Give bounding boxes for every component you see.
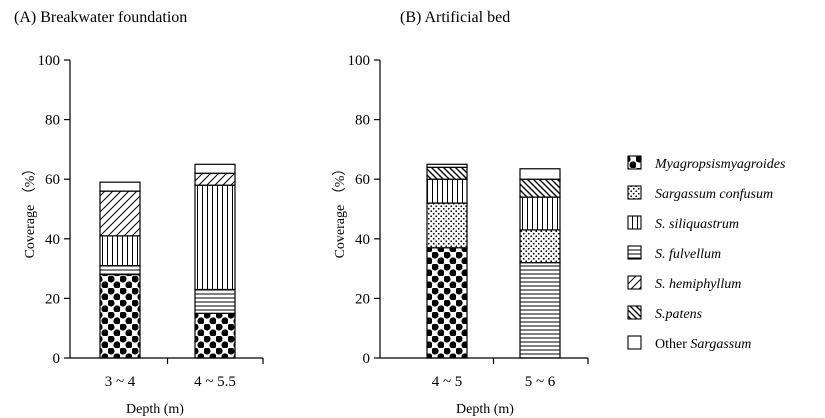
legend-label-s-fulvellum: S. fulvellum (655, 247, 721, 262)
panel-b-ytick-100: 100 (348, 53, 371, 69)
panel-b-axes: 0 20 40 60 80 100 4 ~ 5 5 ~ 6 (348, 53, 589, 390)
panel-a-bar-1-myagropsismyagroides (99, 273, 141, 359)
panel-a-bars (99, 163, 236, 359)
panel-b-ytick-0: 0 (363, 351, 371, 367)
legend: Myagropsismyagroides Sargassum confusum S.… (627, 155, 786, 352)
panel-b-title: (B) Artificial bed (400, 9, 510, 26)
legend-label-s-siliquastrum: S. siliquastrum (655, 217, 739, 232)
panel-b-xtick-2: 5 ~ 6 (525, 374, 556, 390)
panel-a-bar-2-myagropsismyagroides (194, 312, 236, 359)
panel-b-bar-2-s-siliquastrum (519, 196, 561, 231)
panel-b-ytick-80: 80 (355, 113, 370, 129)
panel-a-ytick-40: 40 (45, 232, 60, 248)
panel-a-bar-1-s-hemiphyllum (99, 190, 141, 237)
panel-breakwater: (A) Breakwater foundation Coverage （%） D… (14, 9, 264, 417)
panel-a-ylabel: Coverage （%） (22, 162, 38, 259)
panel-b-bar-2-sargassum-confusum (519, 229, 561, 264)
panel-a-bar-2-s-hemiphyllum (194, 172, 236, 186)
panel-b-bars (426, 163, 561, 359)
panel-a-title: (A) Breakwater foundation (14, 9, 187, 26)
legend-label-myagropsismyagroides: Myagropsismyagroides (654, 157, 786, 172)
panel-a-bar-2-s-fulvellum (194, 288, 236, 314)
panel-b-bar-1-other-sargassum (426, 163, 468, 168)
panel-b-bar-1-s-siliquastrum (426, 178, 468, 204)
panel-a-xlabel: Depth (m) (126, 402, 184, 417)
panel-a-xtick-1: 3 ~ 4 (105, 374, 136, 390)
legend-swatch-myagropsismyagroides (627, 155, 642, 170)
panel-a-bar-1-s-siliquastrum (99, 235, 141, 267)
panel-b-ylabel: Coverage （%） (332, 162, 348, 259)
legend-swatch-other-sargassum (627, 335, 642, 350)
panel-a-bar-1-s-fulvellum (99, 265, 141, 276)
panel-b-xtick-1: 4 ~ 5 (432, 374, 463, 390)
panel-a-bar-2-s-siliquastrum (194, 184, 236, 291)
panel-artificial-bed: (B) Artificial bed Coverage （%） Depth (m… (332, 9, 589, 417)
legend-label-sargassum-confusum: Sargassum confusum (655, 187, 773, 202)
legend-label-s-patens-hatch: S.patens (655, 307, 703, 322)
panel-b-ytick-40: 40 (355, 232, 370, 248)
legend-swatch-s-siliquastrum (627, 215, 642, 230)
panel-a-bar-2-other-sargassum (194, 163, 236, 174)
panel-a-ytick-20: 20 (45, 291, 60, 307)
panel-b-bar-1-sargassum-confusum (426, 202, 468, 249)
panel-a-ytick-0: 0 (53, 351, 61, 367)
panel-b-bar-1-s-patens-hatch (426, 166, 468, 180)
panel-a-xtick-2: 4 ~ 5.5 (194, 374, 236, 390)
legend-label-s-hemiphyllum: S. hemiphyllum (655, 277, 741, 292)
panel-b-xlabel: Depth (m) (456, 402, 514, 417)
legend-label-other-sargassum: Other Sargassum (655, 337, 751, 352)
panel-b-bar-2-s-fulvellum (519, 262, 561, 359)
panel-b-ytick-20: 20 (355, 291, 370, 307)
legend-swatch-sargassum-confusum (627, 185, 642, 200)
legend-swatch-s-hemiphyllum (627, 275, 642, 290)
panel-a-ytick-100: 100 (38, 53, 61, 69)
panel-a-axes: 0 20 40 60 80 100 3 ~ 4 4 ~ 5.5 (38, 53, 264, 390)
panel-b-bar-2-s-patens-hatch (519, 178, 561, 198)
legend-swatch-s-patens-hatch (627, 305, 642, 320)
panel-b-bar-2-other-sargassum (519, 168, 561, 180)
panel-a-ytick-80: 80 (45, 113, 60, 129)
panel-a-bar-1-other-sargassum (99, 181, 141, 192)
panel-b-ytick-60: 60 (355, 172, 370, 188)
panel-b-bar-1-myagropsismyagroides (426, 247, 468, 359)
legend-swatch-s-fulvellum (627, 245, 642, 260)
panel-a-ytick-60: 60 (45, 172, 60, 188)
